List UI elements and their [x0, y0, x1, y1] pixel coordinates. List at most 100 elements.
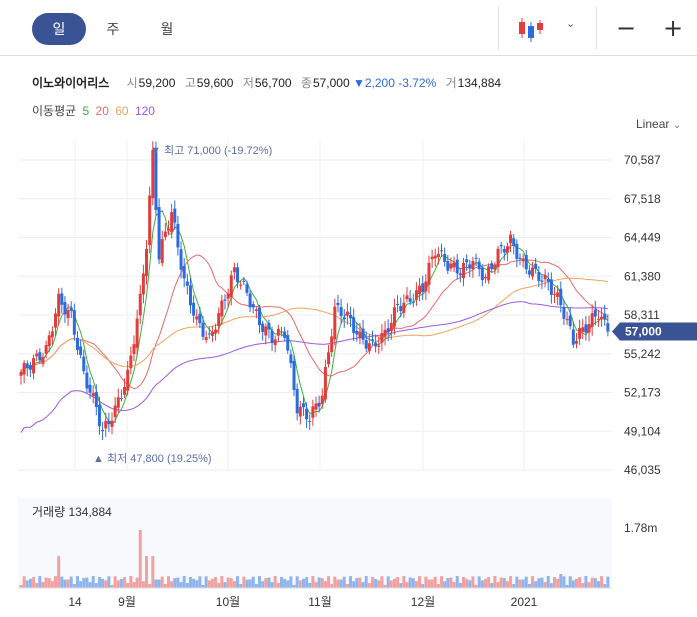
candle [559, 281, 563, 313]
close-value: 57,000 [312, 76, 350, 90]
zoom-out-button[interactable]: − [615, 14, 637, 42]
volume-bar [534, 581, 538, 588]
candle-body [443, 254, 447, 262]
candle [562, 299, 566, 326]
candle-body [418, 285, 422, 295]
candle [217, 307, 221, 335]
volume-bar [345, 583, 349, 588]
candle-body [85, 372, 89, 389]
candle [141, 264, 145, 304]
volume-bar [195, 580, 199, 588]
candle [593, 300, 597, 326]
candle-body [251, 304, 255, 308]
candle [126, 360, 130, 396]
candle [179, 241, 183, 279]
chevron-down-icon[interactable]: ⌄ [566, 17, 576, 30]
candle-body [499, 245, 503, 247]
candle-body [405, 295, 409, 300]
candle-body [568, 315, 572, 327]
candle-body [135, 318, 139, 348]
scale-mode-selector[interactable]: Linear ⌄ [636, 117, 681, 131]
high-label: 고 [184, 76, 196, 90]
candle [509, 230, 513, 253]
volume-bar [584, 576, 588, 588]
price-tick-label: 58,311 [624, 308, 660, 322]
candle [405, 287, 409, 303]
candle-body [267, 323, 271, 330]
zoom-in-button[interactable]: + [662, 14, 684, 42]
volume-bar [267, 577, 271, 588]
volume-bar [104, 580, 108, 588]
volume-bar [60, 576, 64, 588]
candle [107, 412, 111, 433]
volume-bar [427, 579, 431, 588]
candle-body [157, 207, 161, 260]
candle [380, 324, 384, 351]
volume-bar [446, 578, 450, 588]
candle [229, 270, 233, 306]
volume-bar [521, 579, 525, 588]
candle [603, 304, 607, 326]
volume-bar [433, 576, 437, 588]
candle-body [204, 337, 208, 340]
candle [474, 253, 478, 267]
ma-60: 60 [115, 104, 129, 118]
candle-body [239, 284, 243, 286]
volume-bar [405, 582, 409, 588]
candle [239, 280, 243, 290]
candle-body [505, 246, 509, 253]
candle-body [370, 339, 374, 341]
candle-body [35, 353, 39, 357]
candle [308, 414, 312, 431]
candle [521, 253, 525, 268]
volume-bar [226, 577, 230, 588]
tab-weekly[interactable]: 주 [106, 22, 120, 38]
candle [207, 327, 211, 339]
volume-bar [364, 576, 368, 588]
candle-body [389, 323, 393, 332]
volume-bar [242, 576, 246, 588]
candle [421, 275, 425, 301]
candle [19, 369, 23, 385]
tab-monthly[interactable]: 월 [160, 22, 174, 38]
current-price-label: 57,000 [625, 325, 662, 339]
candle-body [327, 352, 331, 365]
candle [402, 294, 406, 318]
volume-bar [270, 582, 274, 588]
candle [214, 323, 218, 341]
ma-5: 5 [82, 104, 90, 118]
candle-body [298, 406, 302, 417]
volume-bar [214, 577, 218, 588]
volume-bar [540, 577, 544, 588]
chart-type-selector[interactable] [500, 8, 596, 48]
moving-average-legend[interactable]: 이동평균 5 20 60 120 [32, 102, 158, 119]
candle-body [336, 302, 340, 306]
candle [305, 402, 309, 429]
candle [35, 349, 39, 362]
volume-bar [317, 577, 321, 588]
candle-body [94, 392, 98, 408]
candle-body [553, 293, 557, 295]
candle [264, 323, 268, 345]
volume-bar [239, 584, 243, 588]
candle-body [119, 398, 123, 400]
tab-daily[interactable]: 일 [32, 13, 86, 45]
candle-body [314, 403, 318, 410]
volume-bar [396, 577, 400, 588]
candle [47, 330, 51, 353]
candle-body [295, 389, 299, 414]
volume-bar [383, 584, 387, 588]
volume-bar [185, 583, 189, 588]
price-tick-label: 64,449 [624, 231, 661, 245]
candle [170, 203, 174, 239]
candle-body [217, 313, 221, 327]
candle [54, 308, 58, 336]
date-tick-label: 10월 [216, 595, 240, 609]
candle-body [188, 285, 192, 306]
candle-body [141, 273, 145, 295]
candle [57, 288, 61, 326]
volume-bar [320, 578, 324, 588]
candle-body [358, 331, 362, 339]
chart-toolbar: 일 주 월 ⌄ − + [0, 0, 697, 56]
